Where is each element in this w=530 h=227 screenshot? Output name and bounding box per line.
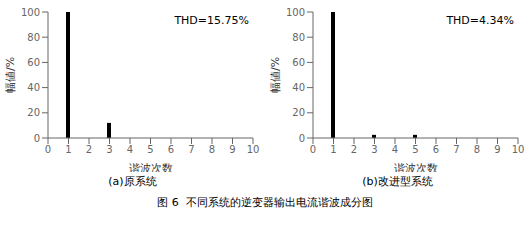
svg-text:7: 7: [188, 144, 194, 155]
svg-text:80: 80: [27, 32, 40, 43]
svg-text:5: 5: [412, 144, 418, 155]
svg-text:60: 60: [292, 57, 305, 68]
svg-text:谐波次数: 谐波次数: [129, 162, 173, 172]
html-text:图 6 不同系统的逆变器输出电流谐波成分图: 图 6 不同系统的逆变器输出电流谐波成分图: [157, 196, 373, 209]
svg-text:0: 0: [299, 133, 305, 144]
svg-text:幅値/%: 幅値/%: [269, 57, 282, 93]
html-text:(a)原系统: (a)原系统: [108, 175, 157, 188]
svg-text:0: 0: [45, 144, 51, 155]
svg-text:2: 2: [351, 144, 357, 155]
svg-text:10: 10: [512, 144, 522, 155]
svg-text:7: 7: [453, 144, 459, 155]
svg-text:2: 2: [86, 144, 92, 155]
svg-text:8: 8: [474, 144, 480, 155]
svg-text:3: 3: [371, 144, 377, 155]
svg-text:60: 60: [27, 57, 40, 68]
svg-text:20: 20: [292, 107, 305, 118]
html-text:(b)改进型系统: (b)改进型系统: [362, 175, 433, 188]
svg-text:10: 10: [247, 144, 260, 155]
svg-text:1: 1: [330, 144, 336, 155]
svg-text:9: 9: [494, 144, 500, 155]
svg-text:9: 9: [229, 144, 235, 155]
html-text:THD=15.75%: THD=15.75%: [174, 14, 249, 27]
svg-text:幅値/%: 幅値/%: [8, 57, 17, 93]
html-text:THD=4.34%: THD=4.34%: [446, 14, 514, 27]
svg-text:1: 1: [65, 144, 71, 155]
svg-text:40: 40: [27, 82, 40, 93]
svg-text:0: 0: [34, 133, 40, 144]
svg-text:20: 20: [27, 107, 40, 118]
svg-text:5: 5: [147, 144, 153, 155]
svg-text:0: 0: [310, 144, 316, 155]
svg-text:谐波次数: 谐波次数: [394, 162, 438, 172]
svg-text:8: 8: [209, 144, 215, 155]
svg-text:6: 6: [433, 144, 439, 155]
svg-text:4: 4: [392, 144, 398, 155]
svg-text:80: 80: [292, 32, 305, 43]
svg-text:3: 3: [106, 144, 112, 155]
svg-text:100: 100: [21, 7, 40, 18]
svg-text:100: 100: [286, 7, 305, 18]
svg-text:4: 4: [127, 144, 133, 155]
svg-text:6: 6: [168, 144, 174, 155]
svg-text:40: 40: [292, 82, 305, 93]
